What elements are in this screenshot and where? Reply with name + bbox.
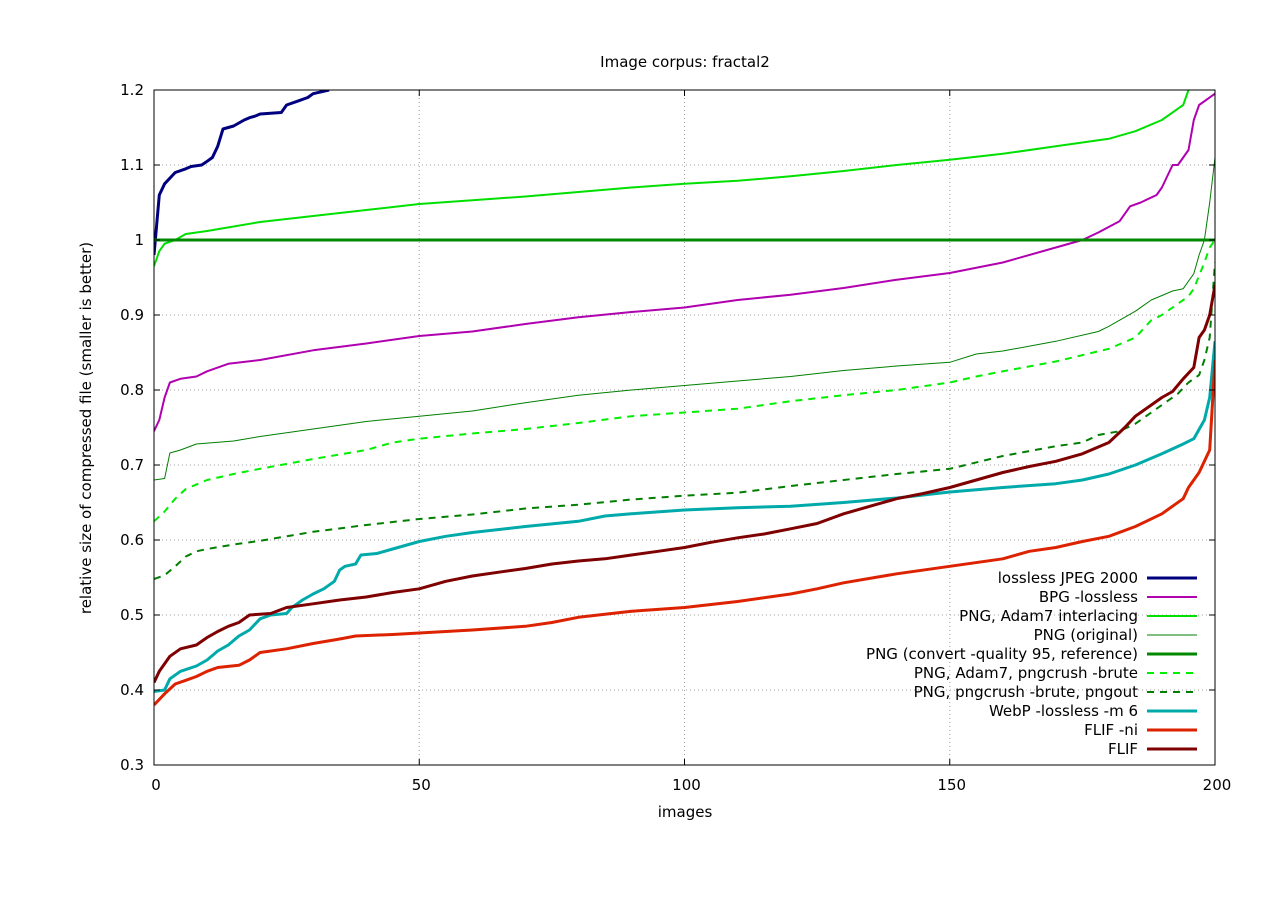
y-tick-label: 0.7 — [120, 456, 144, 474]
y-tick-label: 0.8 — [120, 381, 144, 399]
legend-label: WebP -lossless -m 6 — [989, 702, 1138, 720]
y-tick-label: 0.5 — [120, 606, 144, 624]
x-axis-label: images — [658, 803, 713, 821]
legend-label: FLIF — [1108, 740, 1138, 758]
legend-label: PNG (original) — [1034, 626, 1138, 644]
y-tick-label: 1.2 — [120, 81, 144, 99]
y-tick-label: 1.1 — [120, 156, 144, 174]
y-tick-label: 0.3 — [120, 756, 144, 774]
x-tick-label: 200 — [1203, 776, 1232, 794]
legend-label: PNG, Adam7, pngcrush -brute — [914, 664, 1138, 682]
y-tick-label: 0.4 — [120, 681, 144, 699]
series-line-0 — [154, 90, 330, 256]
x-tick-label: 100 — [672, 776, 701, 794]
x-tick-label: 50 — [412, 776, 431, 794]
chart-title: Image corpus: fractal2 — [600, 53, 770, 71]
y-tick-label: 0.9 — [120, 306, 144, 324]
legend-label: FLIF -ni — [1084, 721, 1138, 739]
series-line-1 — [154, 92, 1215, 432]
y-tick-label: 0.6 — [120, 531, 144, 549]
legend-label: PNG (convert -quality 95, reference) — [866, 645, 1138, 663]
series-line-5 — [154, 239, 1215, 523]
series-layer — [154, 90, 1215, 707]
legend-label: lossless JPEG 2000 — [998, 569, 1138, 587]
x-tick-label: 0 — [151, 776, 161, 794]
series-line-8 — [154, 359, 1215, 707]
series-line-2 — [154, 90, 1190, 267]
y-axis-label: relative size of compressed file (smalle… — [77, 242, 95, 614]
x-tick-label: 150 — [937, 776, 966, 794]
axis-ticks: 0.3 0.4 0.5 0.6 0.7 0.8 0.9 1 1.1 1.2 0 50 100 150 200 — [120, 81, 1231, 794]
legend-label: BPG -lossless — [1039, 588, 1138, 606]
series-line-3 — [154, 157, 1215, 481]
legend-label: PNG, Adam7 interlacing — [959, 607, 1138, 625]
series-line-9 — [154, 284, 1215, 684]
series-line-7 — [154, 341, 1215, 693]
y-tick-label: 1 — [134, 231, 144, 249]
legend-label: PNG, pngcrush -brute, pngout — [914, 683, 1138, 701]
series-line-6 — [154, 262, 1215, 580]
